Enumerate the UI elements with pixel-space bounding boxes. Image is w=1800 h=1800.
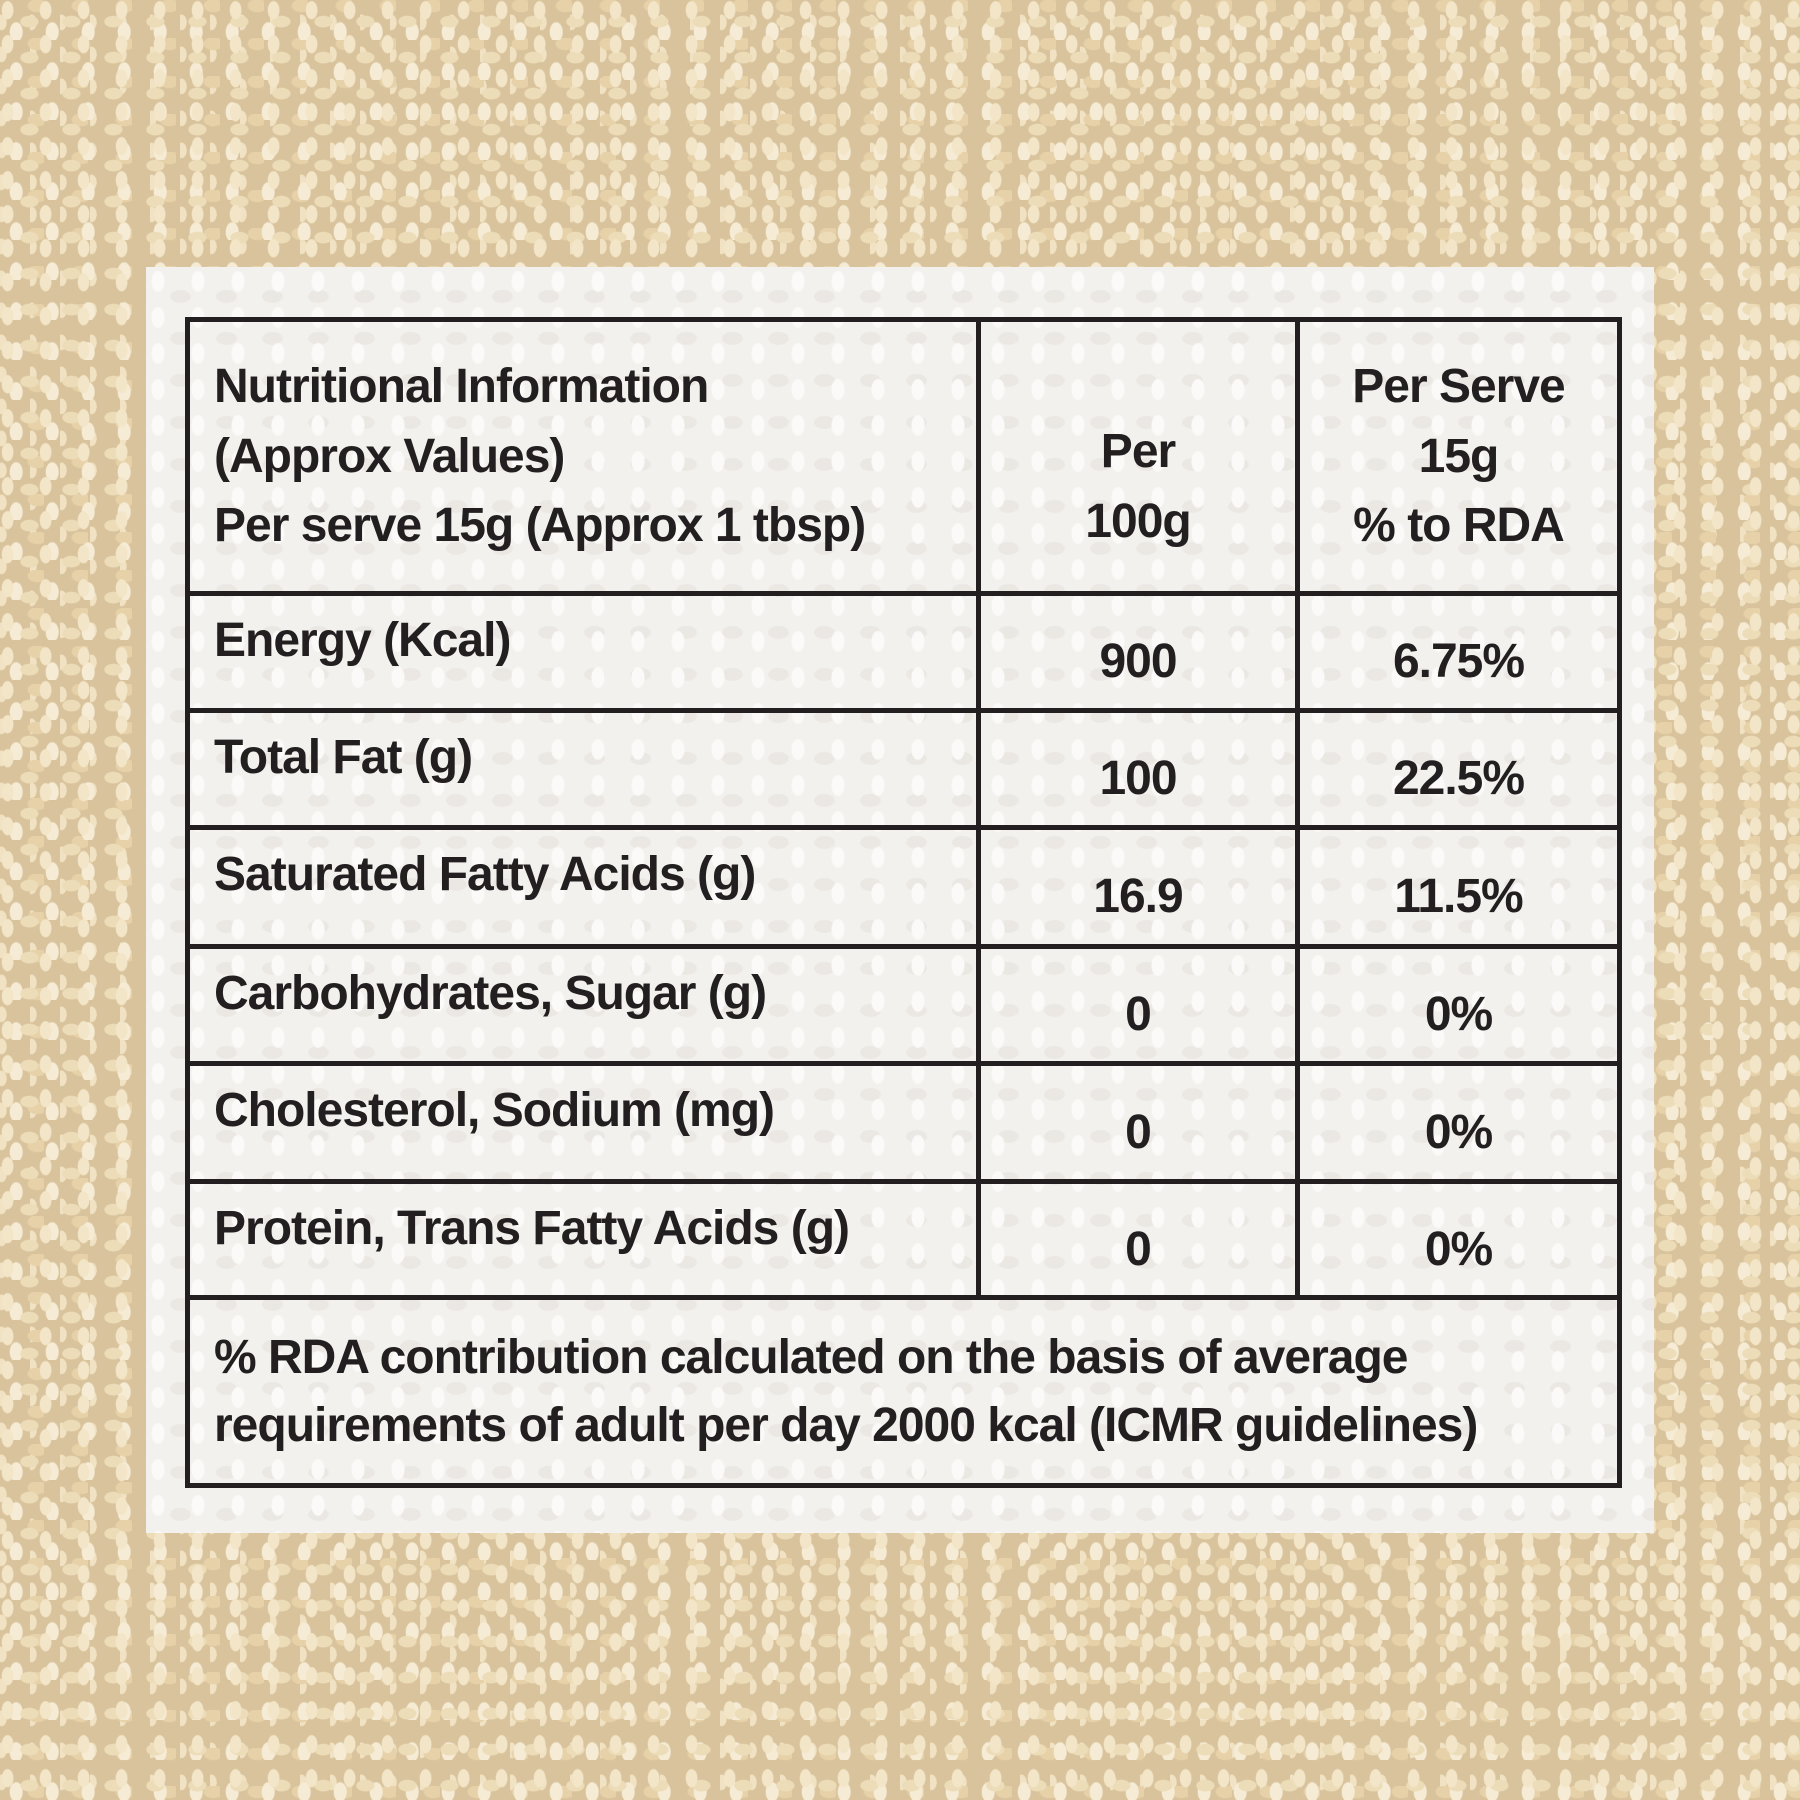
header-cell: Nutritional Information (Approx Values) Pe… (185, 317, 981, 596)
nutrient-value: 22.5% (1295, 708, 1622, 830)
nutrient-value: 11.5% (1295, 825, 1622, 949)
nutrient-value: 0% (1295, 944, 1622, 1066)
nutrient-row: Protein, Trans Fatty Acids (g) 0 0% (185, 1179, 1622, 1300)
header-cell: Per 100g (976, 317, 1300, 596)
nutrient-name: Cholesterol, Sodium (mg) (185, 1061, 981, 1184)
header-cell: Per Serve 15g % to RDA (1295, 317, 1622, 596)
value-text: 22.5% (1392, 752, 1525, 806)
value-text: 11.5% (1394, 870, 1523, 924)
value-text: 0 (1125, 1105, 1152, 1159)
nutrient-row: Energy (Kcal) 900 6.75% (185, 591, 1622, 713)
nutrient-name: Saturated Fatty Acids (g) (185, 825, 981, 949)
nutrient-row: Total Fat (g) 100 22.5% (185, 708, 1622, 830)
nutrient-row: Cholesterol, Sodium (mg) 0 0% (185, 1061, 1622, 1184)
nutrient-name: Total Fat (g) (185, 708, 981, 830)
nutrient-value: 0 (976, 1061, 1300, 1184)
value-text: 0 (1125, 1222, 1152, 1276)
nutrient-value: 6.75% (1295, 591, 1622, 713)
header-text: 100g (1085, 494, 1191, 548)
nutrition-card: Nutritional Information (Approx Values) Pe… (146, 267, 1654, 1533)
nutrient-value: 0 (976, 944, 1300, 1066)
value-text: 0 (1125, 988, 1152, 1042)
nutrient-row: Carbohydrates, Sugar (g) 0 0% (185, 944, 1622, 1066)
nutrient-name: Energy (Kcal) (185, 591, 981, 713)
nutrient-name: Carbohydrates, Sugar (g) (185, 944, 981, 1066)
nutrient-name: Protein, Trans Fatty Acids (g) (185, 1179, 981, 1300)
header-text: Per serve 15g (Approx 1 tbsp) (214, 499, 866, 553)
nutrient-value: 900 (976, 591, 1300, 713)
nutrient-value: 16.9 (976, 825, 1300, 949)
value-text: 16.9 (1093, 870, 1183, 924)
header-text: % to RDA (1353, 499, 1565, 553)
value-text: 900 (1099, 635, 1177, 689)
nutrient-value: 0% (1295, 1179, 1622, 1300)
header-text: Nutritional Information (214, 360, 709, 414)
value-text: 0% (1424, 1105, 1493, 1159)
nutrition-table: Nutritional Information (Approx Values) Pe… (185, 317, 1622, 1488)
nutrient-label: Cholesterol, Sodium (mg) (214, 1084, 775, 1137)
nutrient-value: 100 (976, 708, 1300, 830)
value-text: 100 (1099, 752, 1177, 806)
header-row: Nutritional Information (Approx Values) Pe… (185, 317, 1622, 596)
footnote-text: requirements of adult per day 2000 kcal … (214, 1398, 1478, 1452)
nutrient-value: 0 (976, 1179, 1300, 1300)
header-text: (Approx Values) (214, 429, 565, 483)
nutrient-label: Saturated Fatty Acids (g) (214, 848, 756, 901)
value-text: 6.75% (1392, 635, 1525, 689)
nutrient-row: Saturated Fatty Acids (g) 16.9 11.5% (185, 825, 1622, 949)
header-text: 15g (1418, 429, 1500, 483)
nutrient-label: Total Fat (g) (214, 731, 473, 784)
nutrient-label: Energy (Kcal) (214, 614, 511, 667)
nutrient-value: 0% (1295, 1061, 1622, 1184)
table-body: Nutritional Information (Approx Values) Pe… (185, 317, 1622, 1488)
footnote-row: % RDA contribution calculated on the bas… (185, 1295, 1622, 1488)
value-text: 0% (1424, 988, 1493, 1042)
footnote-text: % RDA contribution calculated on the bas… (214, 1331, 1408, 1385)
value-text: 0% (1424, 1222, 1493, 1276)
nutrient-label: Protein, Trans Fatty Acids (g) (214, 1202, 850, 1255)
nutrient-label: Carbohydrates, Sugar (g) (214, 967, 767, 1020)
footnote-cell: % RDA contribution calculated on the bas… (185, 1295, 1622, 1488)
header-text: Per Serve (1352, 360, 1566, 414)
header-text: Per (1100, 424, 1176, 478)
